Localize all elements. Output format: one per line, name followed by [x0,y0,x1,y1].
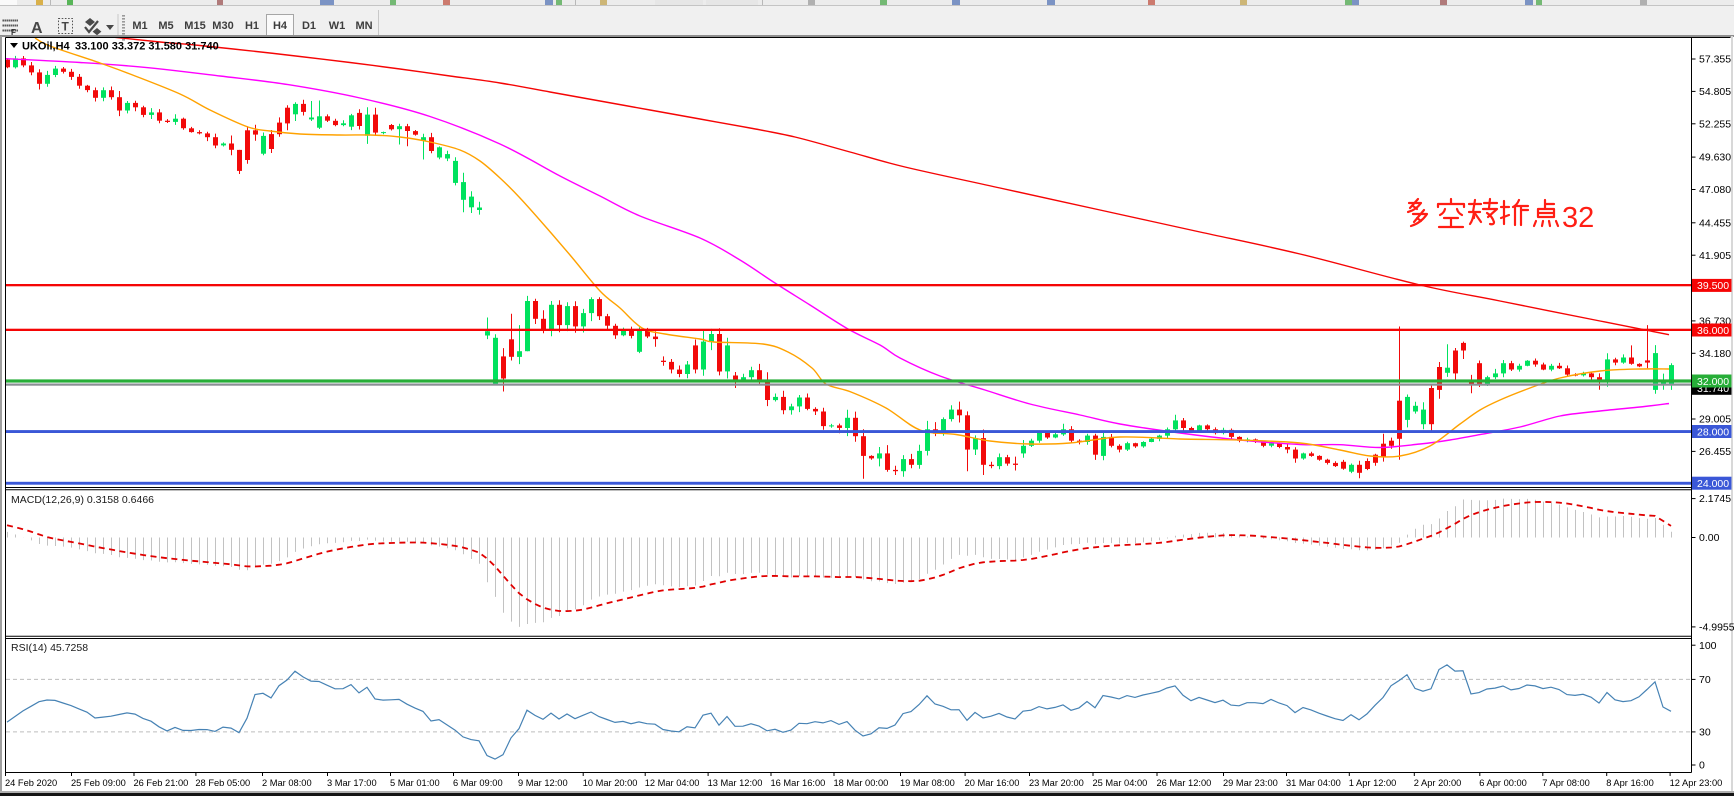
svg-text:2 Mar 08:00: 2 Mar 08:00 [262,778,312,788]
svg-text:25 Feb 09:00: 25 Feb 09:00 [71,778,126,788]
svg-text:30: 30 [1699,727,1711,739]
svg-text:70: 70 [1699,674,1711,686]
svg-text:-4.9955: -4.9955 [1699,622,1734,634]
svg-text:3 Mar 17:00: 3 Mar 17:00 [327,778,377,788]
svg-text:0.00: 0.00 [1699,532,1720,544]
svg-text:44.455: 44.455 [1699,217,1731,229]
svg-text:10 Mar 20:00: 10 Mar 20:00 [583,778,638,788]
svg-text:6 Mar 09:00: 6 Mar 09:00 [453,778,503,788]
svg-text:57.355: 57.355 [1699,54,1731,66]
svg-text:100: 100 [1699,640,1717,652]
svg-text:54.805: 54.805 [1699,86,1731,98]
svg-text:9 Mar 12:00: 9 Mar 12:00 [518,778,568,788]
svg-text:2 Apr 20:00: 2 Apr 20:00 [1414,778,1462,788]
svg-text:T: T [62,20,70,34]
svg-text:39.500: 39.500 [1697,280,1729,292]
svg-text:26.455: 26.455 [1699,446,1731,458]
svg-text:29 Mar 23:00: 29 Mar 23:00 [1223,778,1278,788]
svg-text:13 Mar 12:00: 13 Mar 12:00 [708,778,763,788]
svg-text:20 Mar 16:00: 20 Mar 16:00 [965,778,1020,788]
svg-text:32: 32 [1562,202,1594,234]
svg-text:12 Apr 23:00: 12 Apr 23:00 [1670,778,1723,788]
svg-text:26 Feb 21:00: 26 Feb 21:00 [134,778,189,788]
svg-text:36.000: 36.000 [1697,325,1729,337]
svg-text:MACD(12,26,9) 0.3158 0.6466: MACD(12,26,9) 0.3158 0.6466 [11,494,154,506]
svg-text:0: 0 [1699,760,1705,772]
svg-text:24 Feb 2020: 24 Feb 2020 [5,778,57,788]
svg-text:33.100 33.372 31.580 31.740: 33.100 33.372 31.580 31.740 [75,41,219,53]
svg-text:7 Apr 08:00: 7 Apr 08:00 [1542,778,1590,788]
svg-text:25 Mar 04:00: 25 Mar 04:00 [1093,778,1148,788]
svg-text:UKOil,H4: UKOil,H4 [22,41,71,53]
svg-text:23 Mar 20:00: 23 Mar 20:00 [1029,778,1084,788]
svg-text:2.1745: 2.1745 [1699,493,1731,505]
svg-text:28.000: 28.000 [1697,426,1729,438]
svg-text:6 Apr 00:00: 6 Apr 00:00 [1479,778,1527,788]
svg-text:26 Mar 12:00: 26 Mar 12:00 [1157,778,1212,788]
svg-text:34.180: 34.180 [1699,348,1731,360]
svg-text:1 Apr 12:00: 1 Apr 12:00 [1349,778,1397,788]
svg-text:16 Mar 16:00: 16 Mar 16:00 [771,778,826,788]
svg-text:RSI(14) 45.7258: RSI(14) 45.7258 [11,642,88,654]
svg-text:41.905: 41.905 [1699,250,1731,262]
svg-text:19 Mar 08:00: 19 Mar 08:00 [900,778,955,788]
svg-text:12 Mar 04:00: 12 Mar 04:00 [645,778,700,788]
svg-text:52.255: 52.255 [1699,118,1731,130]
svg-text:18 Mar 00:00: 18 Mar 00:00 [834,778,889,788]
svg-text:28 Feb 05:00: 28 Feb 05:00 [195,778,250,788]
svg-text:32.000: 32.000 [1697,376,1729,388]
svg-text:31 Mar 04:00: 31 Mar 04:00 [1286,778,1341,788]
svg-text:49.630: 49.630 [1699,152,1731,164]
svg-text:29.005: 29.005 [1699,414,1731,426]
svg-text:47.080: 47.080 [1699,184,1731,196]
svg-text:24.000: 24.000 [1697,478,1729,490]
svg-text:F: F [11,28,16,37]
svg-text:8 Apr 16:00: 8 Apr 16:00 [1606,778,1654,788]
svg-text:A: A [31,20,43,37]
svg-text:5 Mar 01:00: 5 Mar 01:00 [390,778,440,788]
